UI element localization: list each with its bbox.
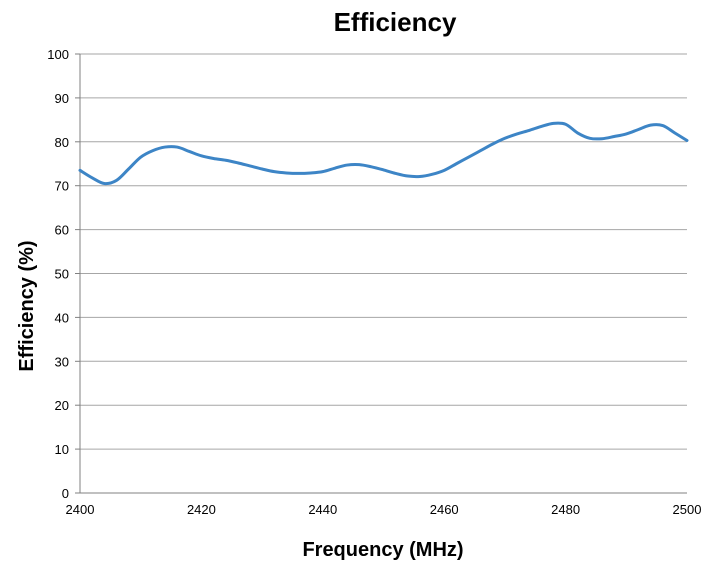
x-tick-label: 2460 <box>430 502 459 517</box>
x-axis-label: Frequency (MHz) <box>302 539 463 561</box>
y-tick-label: 90 <box>55 91 69 106</box>
tick-labels: 0 10 20 30 40 50 60 70 80 90 100 2400 2420 2440 2460 24… <box>47 47 701 517</box>
y-tick-label: 40 <box>55 310 69 325</box>
x-tick-label: 2420 <box>187 502 216 517</box>
axes <box>75 53 687 494</box>
x-tick-label: 2400 <box>66 502 95 517</box>
y-axis-label: Efficiency (%) <box>16 240 38 371</box>
chart-title: Efficiency <box>334 7 457 37</box>
series-lines <box>78 121 689 186</box>
y-tick-label: 80 <box>55 135 69 150</box>
y-tick-label: 60 <box>55 223 69 238</box>
y-tick-label: 50 <box>55 267 69 282</box>
gridlines <box>80 53 687 450</box>
efficiency-series-line <box>78 121 689 186</box>
x-tick-label: 2440 <box>308 502 337 517</box>
y-tick-label: 30 <box>55 354 69 369</box>
y-tick-label: 20 <box>55 398 69 413</box>
y-tick-label: 100 <box>47 47 69 62</box>
y-tick-label: 70 <box>55 179 69 194</box>
x-tick-label: 2480 <box>551 502 580 517</box>
x-tick-label: 2500 <box>673 502 702 517</box>
y-tick-label: 10 <box>55 442 69 457</box>
y-tick-label: 0 <box>62 486 69 501</box>
